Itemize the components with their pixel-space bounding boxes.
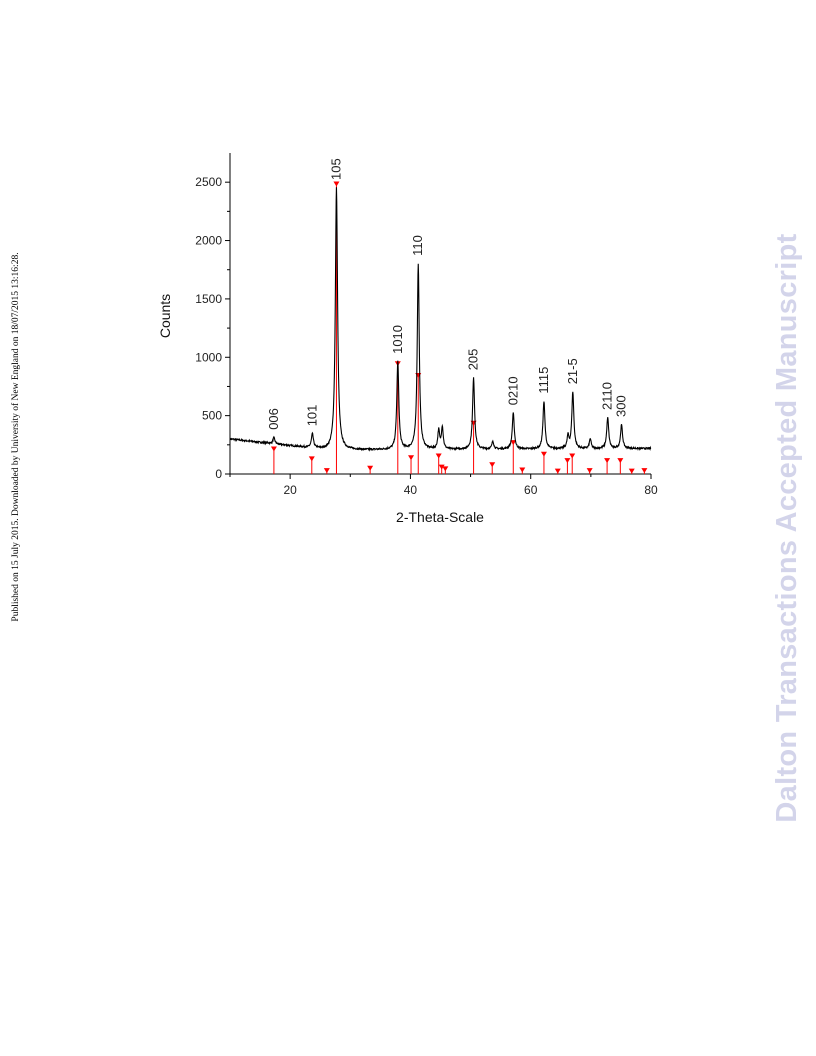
reference-pattern bbox=[270, 181, 648, 474]
peak-label: 0210 bbox=[505, 376, 520, 405]
peak-label: 2110 bbox=[600, 382, 615, 410]
y-tick-label: 2500 bbox=[195, 175, 222, 189]
reference-marker bbox=[308, 456, 315, 462]
peak-label: 110 bbox=[410, 235, 425, 256]
reference-marker bbox=[641, 468, 648, 474]
reference-marker bbox=[604, 458, 611, 464]
reference-marker bbox=[519, 467, 526, 473]
peak-label: 006 bbox=[266, 408, 281, 430]
reference-marker bbox=[323, 468, 330, 474]
peak-label: 105 bbox=[329, 158, 344, 180]
reference-marker bbox=[270, 446, 277, 452]
reference-marker bbox=[408, 455, 415, 461]
peak-label: 21-5 bbox=[565, 358, 580, 384]
peak-label: 1115 bbox=[536, 367, 551, 394]
reference-marker bbox=[442, 466, 449, 472]
x-tick-label: 40 bbox=[404, 483, 418, 497]
reference-marker bbox=[569, 453, 576, 459]
y-axis-title: Counts bbox=[157, 294, 173, 338]
reference-marker bbox=[540, 451, 547, 457]
y-tick-label: 2000 bbox=[195, 234, 222, 248]
x-tick-label: 80 bbox=[644, 483, 658, 497]
peak-label: 101 bbox=[304, 405, 319, 427]
reference-marker bbox=[438, 464, 445, 470]
reference-marker bbox=[489, 462, 496, 468]
y-tick-label: 0 bbox=[215, 467, 222, 481]
peak-label: 1010 bbox=[390, 325, 405, 354]
reference-marker bbox=[617, 458, 624, 464]
peak-label: 205 bbox=[466, 349, 481, 371]
y-tick-label: 500 bbox=[202, 409, 222, 423]
reference-marker bbox=[586, 468, 593, 474]
reference-marker bbox=[510, 440, 517, 446]
x-tick-label: 60 bbox=[524, 483, 538, 497]
x-tick-label: 20 bbox=[283, 483, 297, 497]
reference-marker bbox=[367, 465, 374, 471]
diffraction-trace bbox=[229, 187, 652, 452]
reference-marker bbox=[435, 453, 442, 459]
x-axis-title: 2-Theta-Scale bbox=[396, 509, 484, 525]
y-tick-label: 1000 bbox=[195, 350, 222, 364]
reference-marker bbox=[415, 372, 422, 378]
reference-marker bbox=[554, 468, 561, 474]
peak-label: 300 bbox=[614, 395, 629, 417]
y-tick-label: 1500 bbox=[195, 292, 222, 306]
reference-marker bbox=[564, 458, 571, 464]
reference-marker bbox=[333, 181, 340, 187]
reference-marker bbox=[628, 468, 635, 474]
chart-axes: 0 500 1000 1500 2000 2500 20 40 60 80 bbox=[195, 153, 658, 497]
